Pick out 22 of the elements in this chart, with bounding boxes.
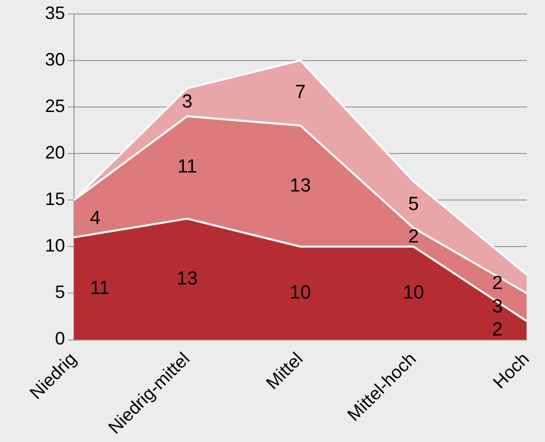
data-label: 10 (290, 282, 311, 304)
y-tick-label: 35 (44, 2, 65, 23)
y-tick-label: 5 (54, 282, 65, 302)
data-label: 3 (182, 92, 192, 113)
y-tick-label: 15 (44, 189, 65, 210)
data-label: 3 (492, 296, 503, 318)
data-label: 13 (290, 175, 311, 196)
data-label: 5 (408, 194, 419, 215)
data-label: 4 (90, 208, 101, 229)
y-tick-label: 25 (44, 96, 65, 116)
data-label: 2 (492, 273, 503, 294)
data-label: 2 (492, 320, 503, 341)
data-label: 13 (176, 268, 198, 290)
y-tick-label: 20 (44, 142, 65, 162)
y-tick-label: 30 (44, 49, 65, 70)
y-tick-label: 10 (44, 236, 65, 256)
data-label: 7 (295, 82, 306, 104)
data-label: 2 (408, 226, 419, 248)
data-label: 11 (177, 156, 198, 178)
y-tick-label: 0 (54, 328, 65, 349)
data-label: 10 (402, 282, 424, 304)
data-label: 11 (90, 278, 110, 299)
